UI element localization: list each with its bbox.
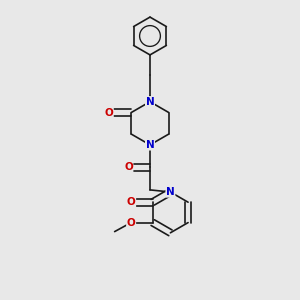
- Text: N: N: [146, 140, 154, 150]
- Text: O: O: [127, 218, 136, 228]
- Text: N: N: [166, 187, 175, 197]
- Text: O: O: [104, 107, 113, 118]
- Text: N: N: [146, 97, 154, 107]
- Text: O: O: [127, 197, 136, 207]
- Text: O: O: [124, 162, 133, 172]
